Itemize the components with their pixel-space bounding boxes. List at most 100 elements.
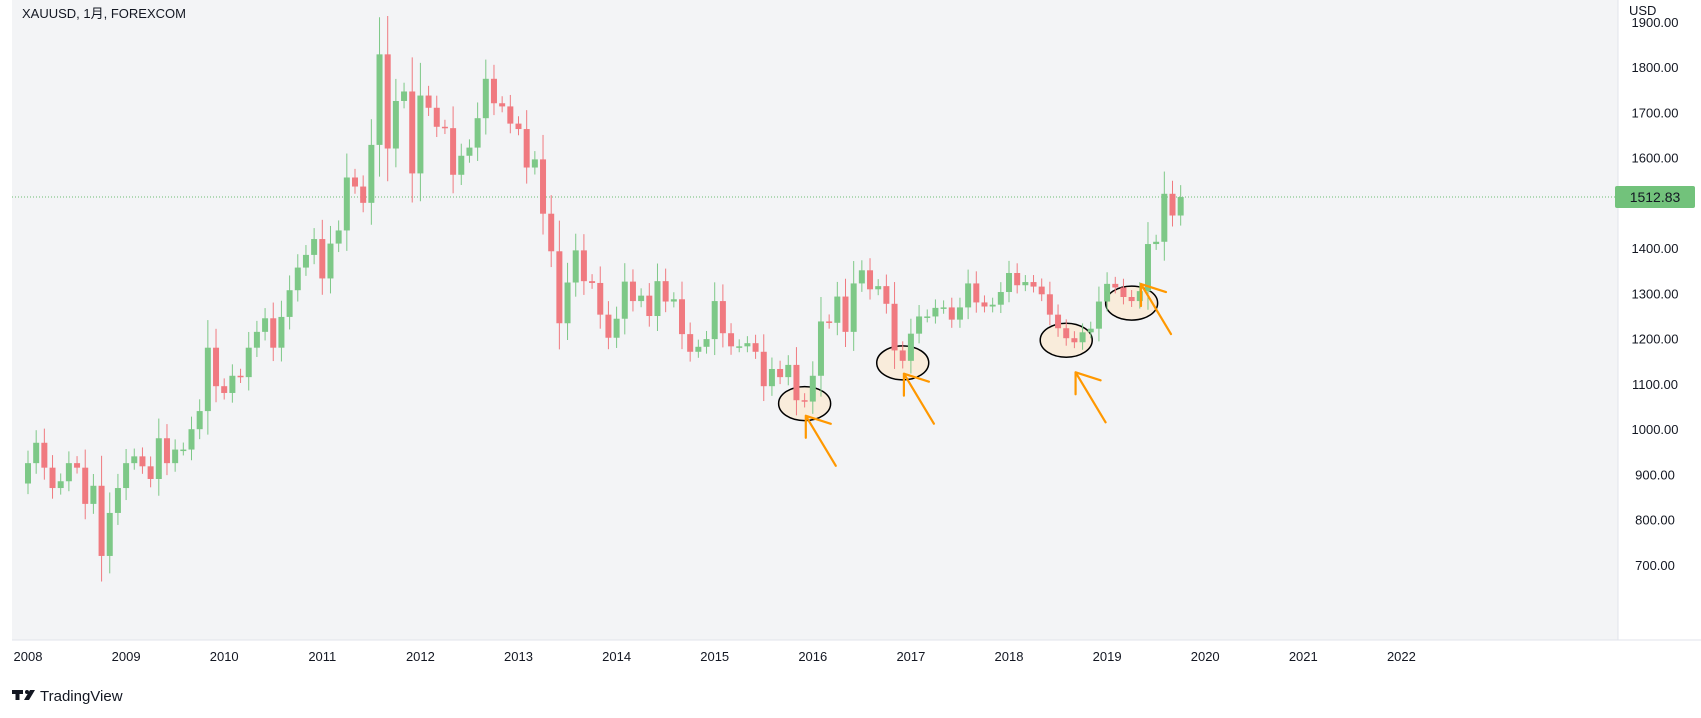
candle-body[interactable]: [433, 107, 440, 127]
candle-body[interactable]: [352, 177, 358, 187]
candle-body[interactable]: [703, 339, 710, 347]
candle-body[interactable]: [1038, 286, 1045, 295]
candle-body[interactable]: [401, 91, 408, 101]
candle-body[interactable]: [221, 386, 228, 393]
candle-body[interactable]: [41, 442, 48, 468]
candle-body[interactable]: [1169, 193, 1176, 216]
candle-body[interactable]: [597, 282, 604, 315]
candle-body[interactable]: [123, 463, 130, 489]
candle-body[interactable]: [392, 100, 399, 149]
candle-body[interactable]: [613, 318, 620, 338]
symbol-title[interactable]: XAUUSD, 1月, FOREXCOM: [22, 6, 186, 21]
candle-body[interactable]: [335, 230, 342, 244]
candle-body[interactable]: [817, 321, 824, 376]
candle-body[interactable]: [441, 126, 448, 129]
candle-body[interactable]: [989, 304, 996, 307]
candle-body[interactable]: [899, 350, 906, 361]
candle-body[interactable]: [1079, 332, 1086, 343]
candle-body[interactable]: [858, 270, 865, 284]
candle-body[interactable]: [564, 282, 571, 324]
candle-body[interactable]: [883, 286, 890, 304]
candle-body[interactable]: [1112, 283, 1119, 288]
candle-body[interactable]: [490, 78, 497, 104]
candle-body[interactable]: [1144, 244, 1151, 292]
candle-body[interactable]: [131, 456, 138, 464]
candle-body[interactable]: [213, 347, 220, 387]
candle-body[interactable]: [850, 283, 857, 332]
candle-body[interactable]: [940, 307, 947, 309]
candle-body[interactable]: [450, 128, 457, 175]
annotation-arrow[interactable]: [1074, 371, 1107, 424]
candle-body[interactable]: [589, 281, 596, 283]
candle-body[interactable]: [376, 54, 383, 145]
candle-body[interactable]: [507, 106, 514, 124]
candle-body[interactable]: [172, 449, 179, 464]
candle-body[interactable]: [842, 296, 849, 332]
candle-body[interactable]: [286, 290, 293, 317]
candle-body[interactable]: [1136, 291, 1143, 302]
candle-body[interactable]: [973, 283, 980, 303]
candle-body[interactable]: [384, 54, 391, 149]
candle-body[interactable]: [98, 485, 105, 556]
candle-body[interactable]: [90, 485, 97, 504]
candle-body[interactable]: [932, 307, 939, 317]
candle-body[interactable]: [580, 250, 587, 282]
candle-body[interactable]: [1063, 328, 1070, 339]
candle-body[interactable]: [1153, 241, 1160, 245]
candle-body[interactable]: [752, 343, 759, 352]
candle-body[interactable]: [25, 463, 31, 484]
candle-body[interactable]: [728, 333, 735, 347]
candle-body[interactable]: [531, 159, 538, 168]
candle-body[interactable]: [711, 301, 718, 340]
candle-body[interactable]: [826, 321, 833, 323]
candle-body[interactable]: [278, 316, 285, 348]
candle-body[interactable]: [1071, 338, 1078, 343]
candle-body[interactable]: [662, 281, 669, 302]
annotation-arrow[interactable]: [1139, 282, 1173, 336]
annotation-arrows[interactable]: [804, 282, 1173, 467]
candle-body[interactable]: [262, 318, 269, 332]
candle-body[interactable]: [809, 375, 816, 402]
candle-body[interactable]: [311, 239, 318, 255]
candle-body[interactable]: [621, 281, 628, 319]
candle-body[interactable]: [638, 295, 645, 302]
candle-body[interactable]: [253, 331, 260, 348]
candle-body[interactable]: [204, 347, 211, 412]
candle-body[interactable]: [523, 129, 530, 168]
candle-body[interactable]: [777, 368, 784, 378]
candle-body[interactable]: [319, 239, 326, 279]
candle-body[interactable]: [155, 438, 162, 479]
annotation-arrow[interactable]: [804, 414, 837, 467]
candle-body[interactable]: [687, 334, 694, 352]
candle-body[interactable]: [1014, 273, 1021, 286]
candle-body[interactable]: [196, 411, 203, 430]
candle-body[interactable]: [343, 177, 350, 231]
candle-body[interactable]: [867, 270, 874, 290]
candle-body[interactable]: [981, 302, 988, 307]
candle-body[interactable]: [106, 512, 113, 556]
candle-body[interactable]: [515, 123, 522, 130]
candle-body[interactable]: [834, 296, 841, 323]
candle-body[interactable]: [74, 463, 81, 468]
candle-body[interactable]: [360, 186, 367, 203]
candle-body[interactable]: [245, 347, 252, 378]
candle-body[interactable]: [270, 318, 277, 348]
candle-body[interactable]: [147, 466, 154, 479]
candle-body[interactable]: [1030, 282, 1037, 287]
candle-body[interactable]: [458, 155, 465, 175]
candle-body[interactable]: [956, 307, 963, 320]
candle-body[interactable]: [997, 292, 1004, 305]
candle-body[interactable]: [180, 449, 187, 452]
candle-body[interactable]: [368, 144, 375, 203]
price-axis[interactable]: [1618, 0, 1701, 640]
candle-body[interactable]: [1055, 314, 1062, 329]
candle-body[interactable]: [654, 281, 661, 317]
candle-body[interactable]: [482, 78, 489, 119]
candle-body[interactable]: [548, 213, 555, 252]
candle-body[interactable]: [302, 254, 309, 268]
annotation-arrow[interactable]: [902, 372, 935, 425]
candle-body[interactable]: [1087, 328, 1094, 333]
candle-body[interactable]: [1177, 197, 1184, 216]
candle-body[interactable]: [1006, 273, 1012, 293]
candle-body[interactable]: [294, 267, 301, 291]
